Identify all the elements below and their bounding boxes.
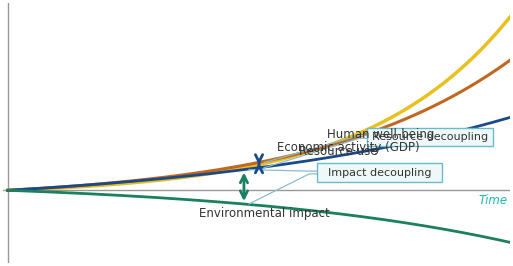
Text: Impact decoupling: Impact decoupling	[328, 168, 431, 177]
FancyBboxPatch shape	[367, 128, 492, 146]
Text: Resource use: Resource use	[299, 145, 378, 158]
FancyBboxPatch shape	[317, 163, 442, 182]
Text: Economic activity (GDP): Economic activity (GDP)	[277, 141, 419, 154]
Text: Time: Time	[479, 194, 508, 207]
Text: Resource decoupling: Resource decoupling	[372, 132, 488, 142]
Text: Human well-being: Human well-being	[327, 128, 434, 141]
Text: Environmental impact: Environmental impact	[199, 207, 329, 220]
